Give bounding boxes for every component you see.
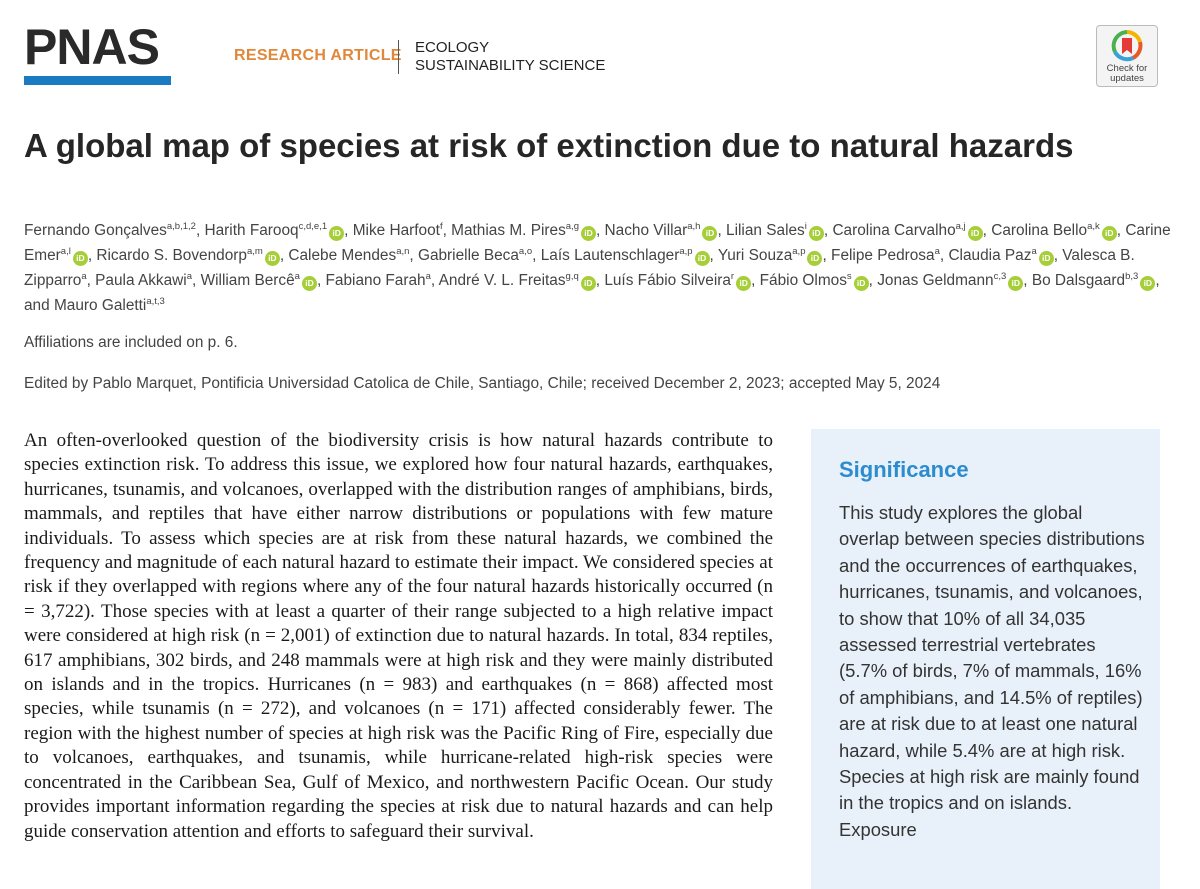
orcid-icon[interactable]: iD bbox=[807, 251, 823, 266]
abstract-text: An often-overlooked question of the biod… bbox=[24, 430, 773, 842]
orcid-icon[interactable]: iD bbox=[1140, 276, 1156, 291]
author-name[interactable]: Carolina Carvalhoa,jiD bbox=[832, 220, 983, 241]
orcid-icon[interactable]: iD bbox=[967, 226, 983, 241]
edited-by-line: Edited by Pablo Marquet, Pontificia Univ… bbox=[24, 375, 941, 392]
author-affiliation-marker: a bbox=[294, 270, 300, 282]
author-name[interactable]: Gabrielle Becaa,o bbox=[417, 245, 533, 264]
orcid-icon[interactable]: iD bbox=[736, 276, 752, 291]
author-affiliation-marker: a bbox=[81, 270, 87, 282]
author-name[interactable]: Mauro Galettia,t,3 bbox=[53, 295, 165, 314]
article-type-label: RESEARCH ARTICLE bbox=[234, 47, 402, 64]
author-affiliation-marker: c,d,e,1 bbox=[298, 220, 328, 232]
badge-label-line2: updates bbox=[1110, 73, 1144, 84]
author-name[interactable]: Fernando Gonçalvesa,b,1,2 bbox=[24, 220, 196, 239]
author-affiliation-marker: f bbox=[439, 220, 443, 232]
author-affiliation-marker: a bbox=[425, 270, 431, 282]
affiliations-note: Affiliations are included on p. 6. bbox=[24, 334, 238, 351]
author-name[interactable]: Calebe Mendesa,n bbox=[288, 245, 410, 264]
significance-text: This study explores the global overlap b… bbox=[839, 502, 1145, 840]
pnas-logo[interactable]: PNAS bbox=[24, 22, 172, 85]
author-affiliation-marker: s bbox=[846, 270, 852, 282]
orcid-icon[interactable]: iD bbox=[853, 276, 869, 291]
author-affiliation-marker: a,n bbox=[396, 245, 410, 257]
author-name[interactable]: André V. L. Freitasg,qiD bbox=[439, 270, 596, 291]
author-name[interactable]: Felipe Pedrosaa bbox=[831, 245, 940, 264]
author-name[interactable]: Harith Farooqc,d,e,1iD bbox=[205, 220, 345, 241]
logo-bar bbox=[24, 76, 171, 85]
article-title: A global map of species at risk of extin… bbox=[24, 127, 1074, 164]
author-affiliation-marker: a,t,3 bbox=[146, 295, 165, 307]
author-name[interactable]: Luís Fábio SilveirariD bbox=[604, 270, 752, 291]
author-list: Fernando Gonçalvesa,b,1,2, Harith Farooq… bbox=[24, 220, 1171, 314]
author-name[interactable]: Bo Dalsgaardb,3iD bbox=[1032, 270, 1156, 291]
subject-tag[interactable]: SUSTAINABILITY SCIENCE bbox=[415, 57, 606, 74]
author-affiliation-marker: a,h bbox=[687, 220, 701, 232]
orcid-icon[interactable]: iD bbox=[1008, 276, 1024, 291]
logo-text: PNAS bbox=[24, 19, 160, 75]
orcid-icon[interactable]: iD bbox=[329, 226, 345, 241]
bookmark-ring-icon bbox=[1111, 30, 1143, 62]
author-affiliation-marker: c,3 bbox=[993, 270, 1007, 282]
author-affiliation-marker: a,o bbox=[518, 245, 533, 257]
author-name[interactable]: Mike Harfootf bbox=[352, 220, 443, 239]
badge-label-line1: Check for bbox=[1106, 63, 1148, 74]
author-name[interactable]: William BercêaiD bbox=[201, 270, 317, 291]
orcid-icon[interactable]: iD bbox=[1101, 226, 1117, 241]
author-name[interactable]: Yuri Souzaa,piD bbox=[718, 245, 823, 266]
author-affiliation-marker: i bbox=[804, 220, 807, 232]
significance-title: Significance bbox=[839, 457, 969, 482]
check-for-updates-button[interactable]: Check for updates bbox=[1096, 25, 1158, 87]
header-divider bbox=[398, 40, 399, 74]
orcid-icon[interactable]: iD bbox=[580, 276, 596, 291]
author-name[interactable]: Carine Emera,liD bbox=[24, 222, 1171, 266]
orcid-icon[interactable]: iD bbox=[694, 251, 710, 266]
significance-panel: Significance This study explores the glo… bbox=[811, 429, 1160, 889]
author-name[interactable]: Paula Akkawia bbox=[95, 270, 193, 289]
author-name[interactable]: Valesca B. Zipparroa bbox=[24, 247, 1135, 289]
author-affiliation-marker: a bbox=[186, 270, 193, 282]
author-affiliation-marker: a,p bbox=[679, 245, 693, 257]
orcid-icon[interactable]: iD bbox=[1038, 251, 1054, 266]
author-affiliation-marker: a,k bbox=[1087, 220, 1100, 232]
orcid-icon[interactable]: iD bbox=[580, 226, 596, 241]
orcid-icon[interactable]: iD bbox=[264, 251, 280, 266]
author-name[interactable]: Mathias M. Piresa,giD bbox=[451, 220, 596, 241]
author-name[interactable]: Nacho Villara,hiD bbox=[605, 220, 718, 241]
orcid-icon[interactable]: iD bbox=[702, 226, 718, 241]
author-affiliation-marker: a,j bbox=[955, 220, 966, 232]
subject-tag[interactable]: ECOLOGY bbox=[415, 39, 490, 56]
author-name[interactable]: Laís Lautenschlagera,piD bbox=[541, 245, 710, 266]
author-name[interactable]: Fabiano Faraha bbox=[325, 270, 431, 289]
author-affiliation-marker: a,m bbox=[246, 245, 263, 257]
author-name[interactable]: Jonas Geldmannc,3iD bbox=[877, 270, 1024, 291]
author-name[interactable]: Ricardo S. Bovendorpa,miD bbox=[96, 245, 280, 266]
author-affiliation-marker: g,q bbox=[565, 270, 579, 282]
orcid-icon[interactable]: iD bbox=[72, 251, 88, 266]
orcid-icon[interactable]: iD bbox=[808, 226, 824, 241]
author-affiliation-marker: a,b,1,2 bbox=[166, 220, 196, 232]
author-affiliation-marker: a,p bbox=[792, 245, 806, 257]
author-affiliation-marker: b,3 bbox=[1125, 270, 1139, 282]
author-affiliation-marker: a bbox=[934, 245, 940, 257]
author-name[interactable]: Carolina Belloa,kiD bbox=[991, 220, 1117, 241]
author-affiliation-marker: a,l bbox=[60, 245, 71, 257]
subject-tags: ECOLOGY SUSTAINABILITY SCIENCE bbox=[415, 39, 605, 75]
author-affiliation-marker: r bbox=[730, 270, 735, 282]
author-affiliation-marker: a bbox=[1031, 245, 1037, 257]
author-name[interactable]: Claudia PazaiD bbox=[948, 245, 1054, 266]
author-name[interactable]: Lilian SalesiiD bbox=[726, 220, 824, 241]
orcid-icon[interactable]: iD bbox=[301, 276, 317, 291]
author-name[interactable]: Fábio OlmossiD bbox=[760, 270, 869, 291]
author-affiliation-marker: a,g bbox=[565, 220, 579, 232]
